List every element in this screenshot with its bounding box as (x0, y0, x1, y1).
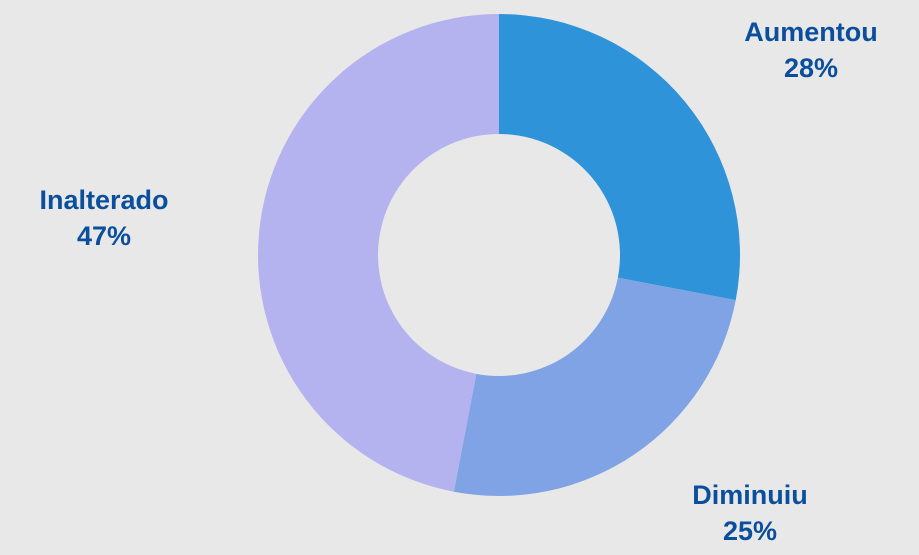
label-diminuiu-category: Diminuiu (692, 480, 808, 510)
label-aumentou-value: 28% (783, 53, 839, 83)
slice-diminuiu (453, 277, 736, 496)
label-inalterado: Inalterado 47% (16, 182, 192, 254)
label-diminuiu-value: 25% (722, 516, 778, 546)
label-diminuiu: Diminuiu 25% (662, 477, 838, 549)
slice-inalterado (257, 14, 499, 492)
label-aumentou-category: Aumentou (744, 17, 878, 47)
label-aumentou: Aumentou 28% (723, 14, 899, 86)
slice-aumentou (499, 14, 740, 301)
label-inalterado-value: 47% (76, 221, 132, 251)
label-inalterado-category: Inalterado (39, 185, 169, 215)
